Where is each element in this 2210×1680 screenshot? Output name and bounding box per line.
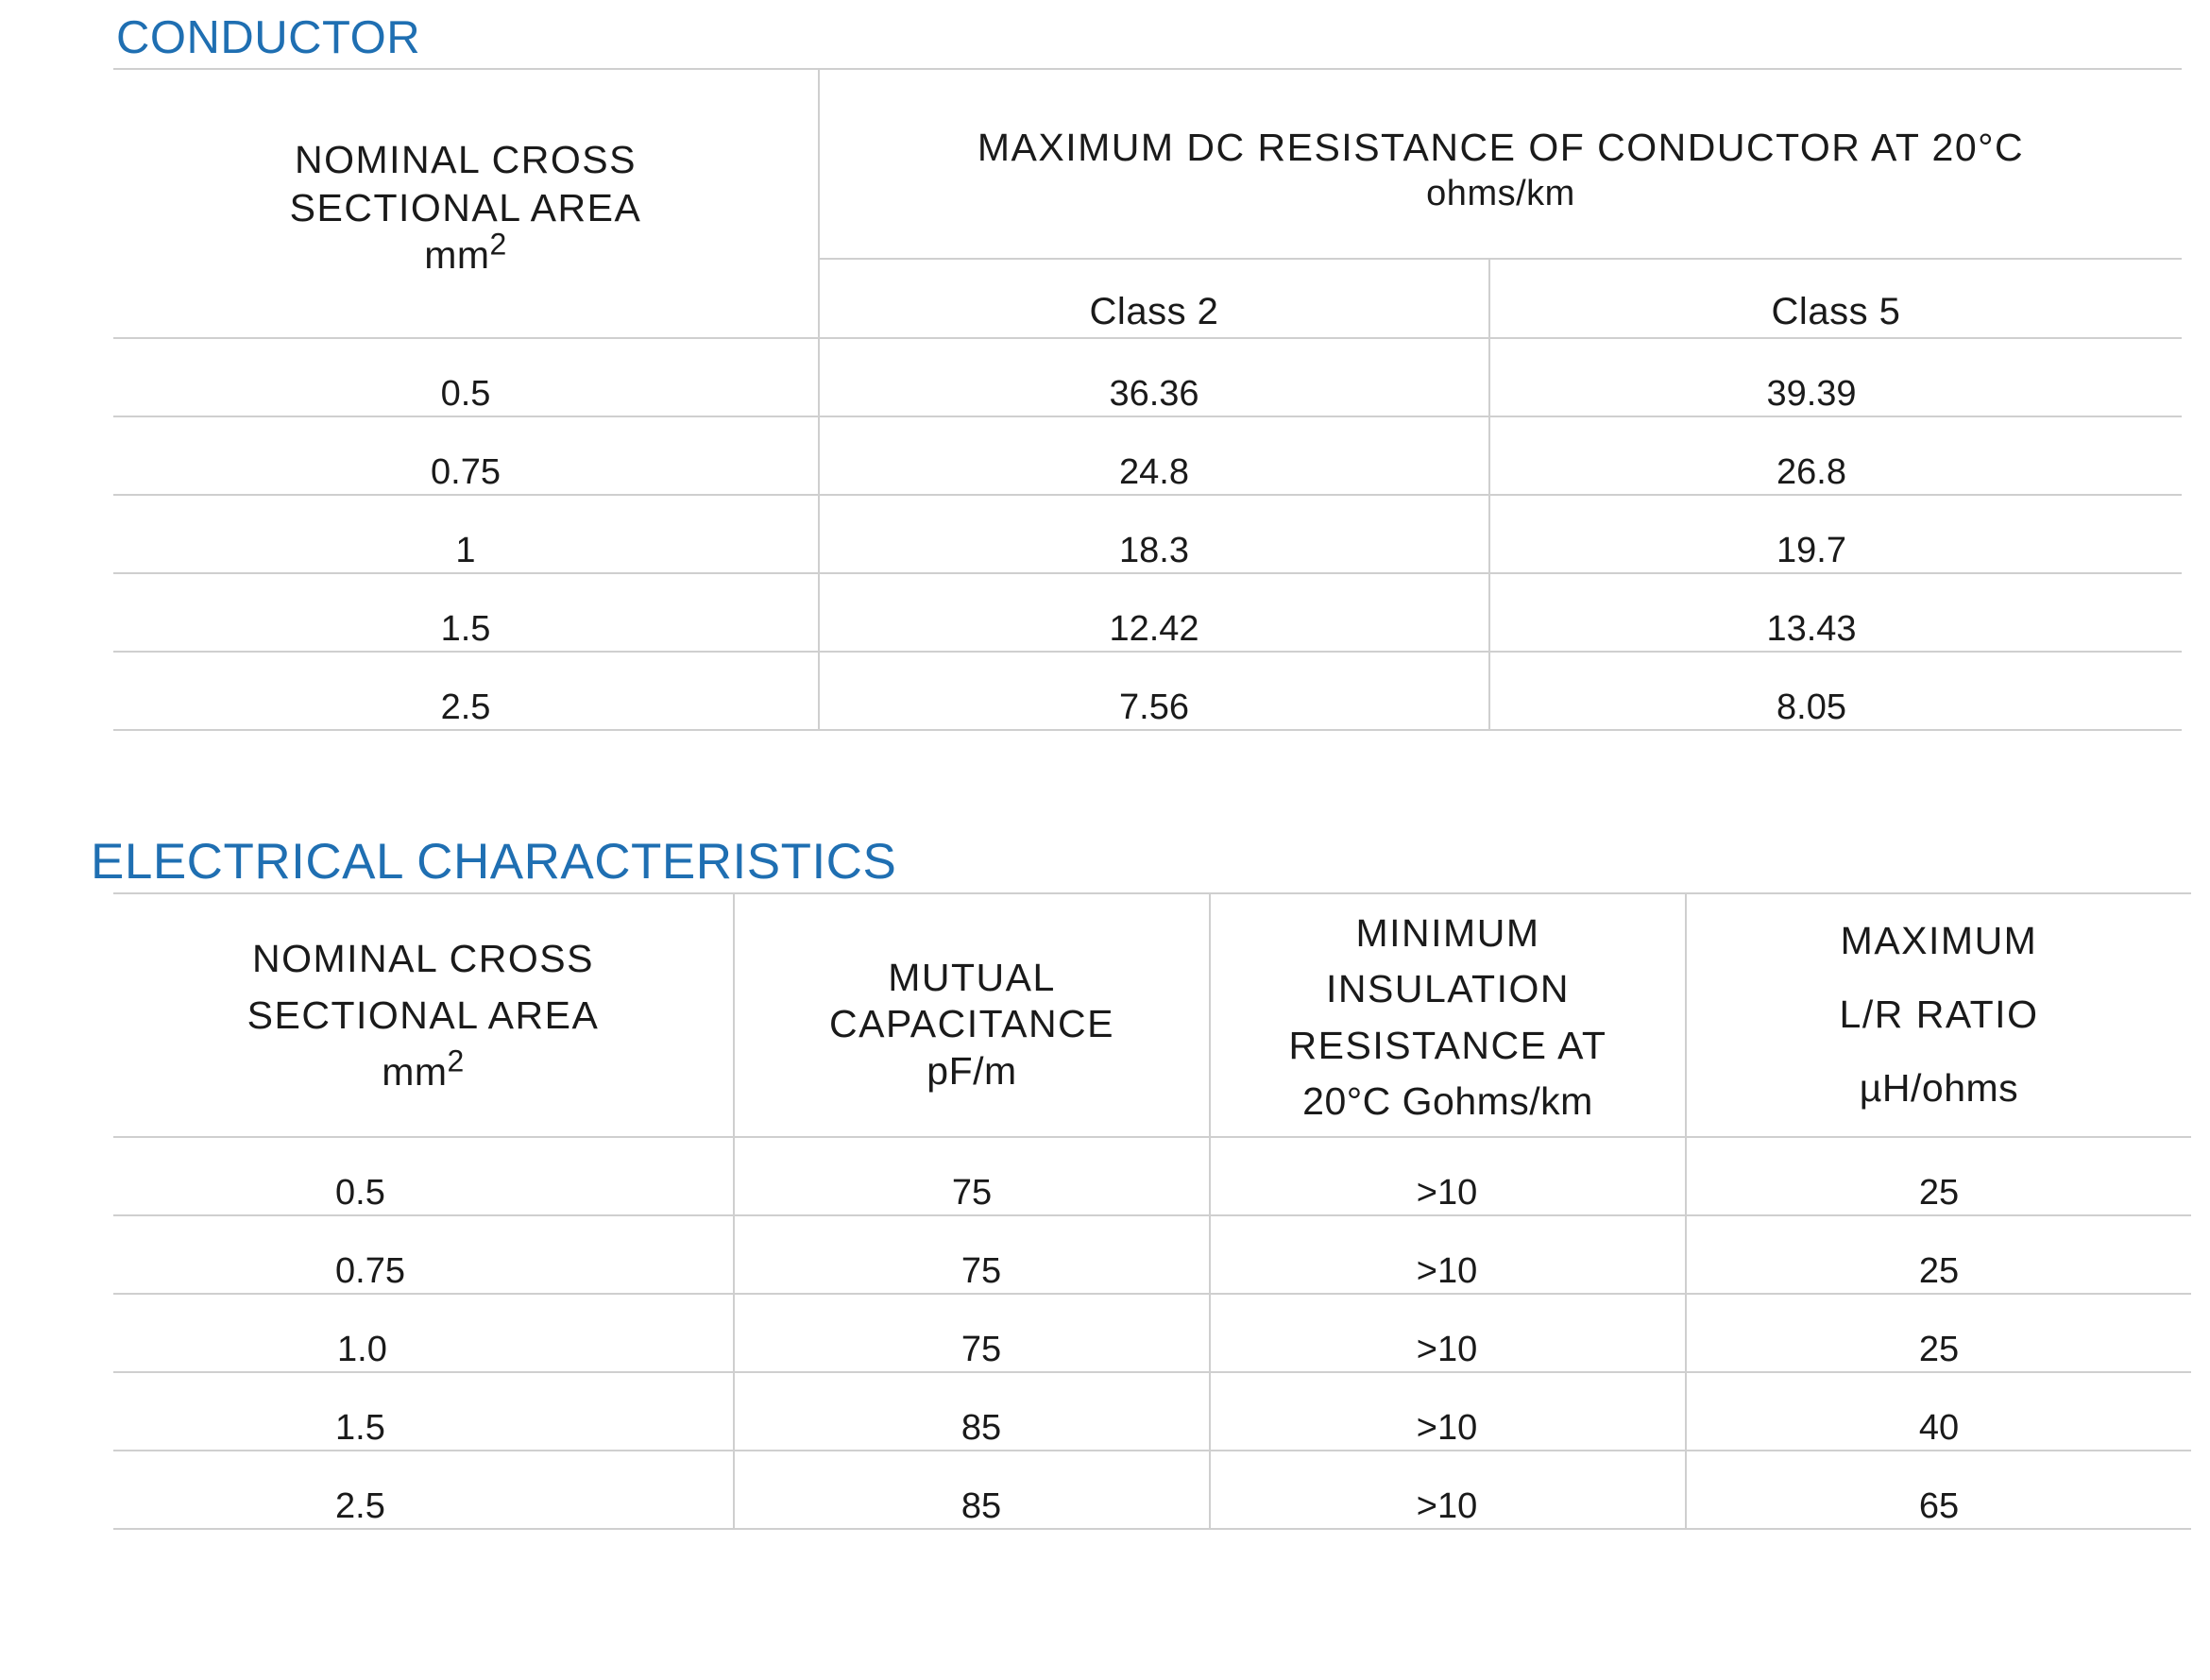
header-unit: ohms/km (1426, 173, 1575, 213)
class-5-cell: 26.8 (1776, 452, 1846, 492)
divider (113, 68, 2182, 70)
lr-ratio-cell: 25 (1918, 1330, 1960, 1369)
area-column-header: NOMINAL CROSS SECTIONAL AREA mm2 (113, 911, 733, 1119)
area-cell: 2.5 (440, 687, 491, 727)
electrical-section-title: ELECTRICAL CHARACTERISTICS (91, 834, 897, 890)
capacitance-column-header: MUTUAL CAPACITANCE pF/m (735, 944, 1209, 1105)
class-5-cell: 39.39 (1766, 374, 1857, 414)
divider (113, 572, 2182, 574)
class-5-cell: 13.43 (1766, 609, 1857, 649)
header-line: SECTIONAL AREA (246, 993, 600, 1037)
header-line: CAPACITANCE (828, 1002, 1115, 1046)
header-line: MINIMUM (1355, 910, 1540, 955)
divider (113, 1371, 2191, 1373)
header-unit: mm2 (382, 1044, 465, 1095)
insulation-cell: >10 (1416, 1330, 1478, 1369)
class-5-cell: 8.05 (1776, 687, 1846, 727)
area-cell: 0.75 (431, 452, 501, 492)
lr-ratio-cell: 40 (1918, 1408, 1960, 1448)
divider (1209, 892, 1211, 1530)
divider (1685, 892, 1687, 1530)
area-cell: 0.75 (335, 1251, 405, 1291)
header-line: MUTUAL (888, 956, 1056, 1000)
divider (113, 337, 2182, 339)
capacitance-cell: 85 (960, 1408, 1002, 1448)
insulation-cell: >10 (1416, 1486, 1478, 1526)
capacitance-cell: 75 (960, 1251, 1002, 1291)
divider (113, 651, 2182, 653)
class-2-cell: 7.56 (1119, 687, 1189, 727)
divider (113, 1293, 2191, 1295)
header-line: SECTIONAL AREA (289, 185, 642, 229)
conductor-table: NOMINAL CROSS SECTIONAL AREA mm2 MAXIMUM… (0, 0, 2210, 755)
divider (113, 494, 2182, 496)
lr-ratio-cell: 25 (1918, 1251, 1960, 1291)
divider (113, 1136, 2191, 1138)
header-line: NOMINAL CROSS (252, 936, 594, 980)
divider (820, 258, 2182, 260)
header-line: MAXIMUM (1840, 919, 2038, 963)
header-unit: pF/m (926, 1048, 1017, 1093)
insulation-column-header: MINIMUM INSULATION RESISTANCE AT 20°C Go… (1211, 907, 1685, 1128)
lr-ratio-cell: 25 (1918, 1173, 1960, 1213)
divider (113, 1450, 2191, 1451)
class-2-header: Class 2 (1089, 291, 1219, 332)
area-cell: 0.5 (440, 374, 491, 414)
lr-ratio-column-header: MAXIMUM L/R RATIO µH/ohms (1687, 911, 2191, 1119)
area-cell: 0.5 (335, 1173, 385, 1213)
conductor-section-title: CONDUCTOR (116, 12, 421, 63)
header-unit: mm2 (424, 227, 507, 278)
area-column-header: NOMINAL CROSS SECTIONAL AREA mm2 (113, 127, 818, 288)
capacitance-cell: 75 (951, 1173, 993, 1213)
header-line: NOMINAL CROSS (295, 138, 637, 182)
header-line: RESISTANCE AT (1288, 1023, 1607, 1067)
class-5-header: Class 5 (1771, 291, 1901, 332)
header-line: L/R RATIO (1839, 993, 2039, 1037)
class-2-cell: 36.36 (1109, 374, 1199, 414)
header-unit: µH/ohms (1859, 1065, 2019, 1110)
resistance-column-header: MAXIMUM DC RESISTANCE OF CONDUCTOR AT 20… (820, 118, 2182, 222)
lr-ratio-cell: 65 (1918, 1486, 1960, 1526)
divider (733, 892, 735, 1530)
capacitance-cell: 75 (960, 1330, 1002, 1369)
insulation-cell: >10 (1416, 1251, 1478, 1291)
area-cell: 2.5 (335, 1486, 385, 1526)
insulation-cell: >10 (1416, 1173, 1478, 1213)
class-2-cell: 12.42 (1109, 609, 1199, 649)
divider (113, 416, 2182, 417)
insulation-cell: >10 (1416, 1408, 1478, 1448)
class-2-cell: 18.3 (1119, 531, 1189, 570)
divider (818, 68, 820, 731)
class-2-cell: 24.8 (1119, 452, 1189, 492)
divider (113, 1528, 2191, 1530)
class-5-cell: 19.7 (1776, 531, 1846, 570)
capacitance-cell: 85 (960, 1486, 1002, 1526)
divider (113, 729, 2182, 731)
header-line: MAXIMUM DC RESISTANCE OF CONDUCTOR AT 20… (977, 125, 2025, 169)
divider (1488, 258, 1490, 731)
area-cell: 1.5 (335, 1408, 385, 1448)
divider (113, 892, 2191, 894)
header-line: INSULATION (1326, 967, 1570, 1011)
area-cell: 1.5 (440, 609, 491, 649)
divider (113, 1214, 2191, 1216)
area-cell: 1 (455, 531, 476, 570)
area-cell: 1.0 (337, 1330, 387, 1369)
header-line: 20°C Gohms/km (1302, 1078, 1593, 1123)
